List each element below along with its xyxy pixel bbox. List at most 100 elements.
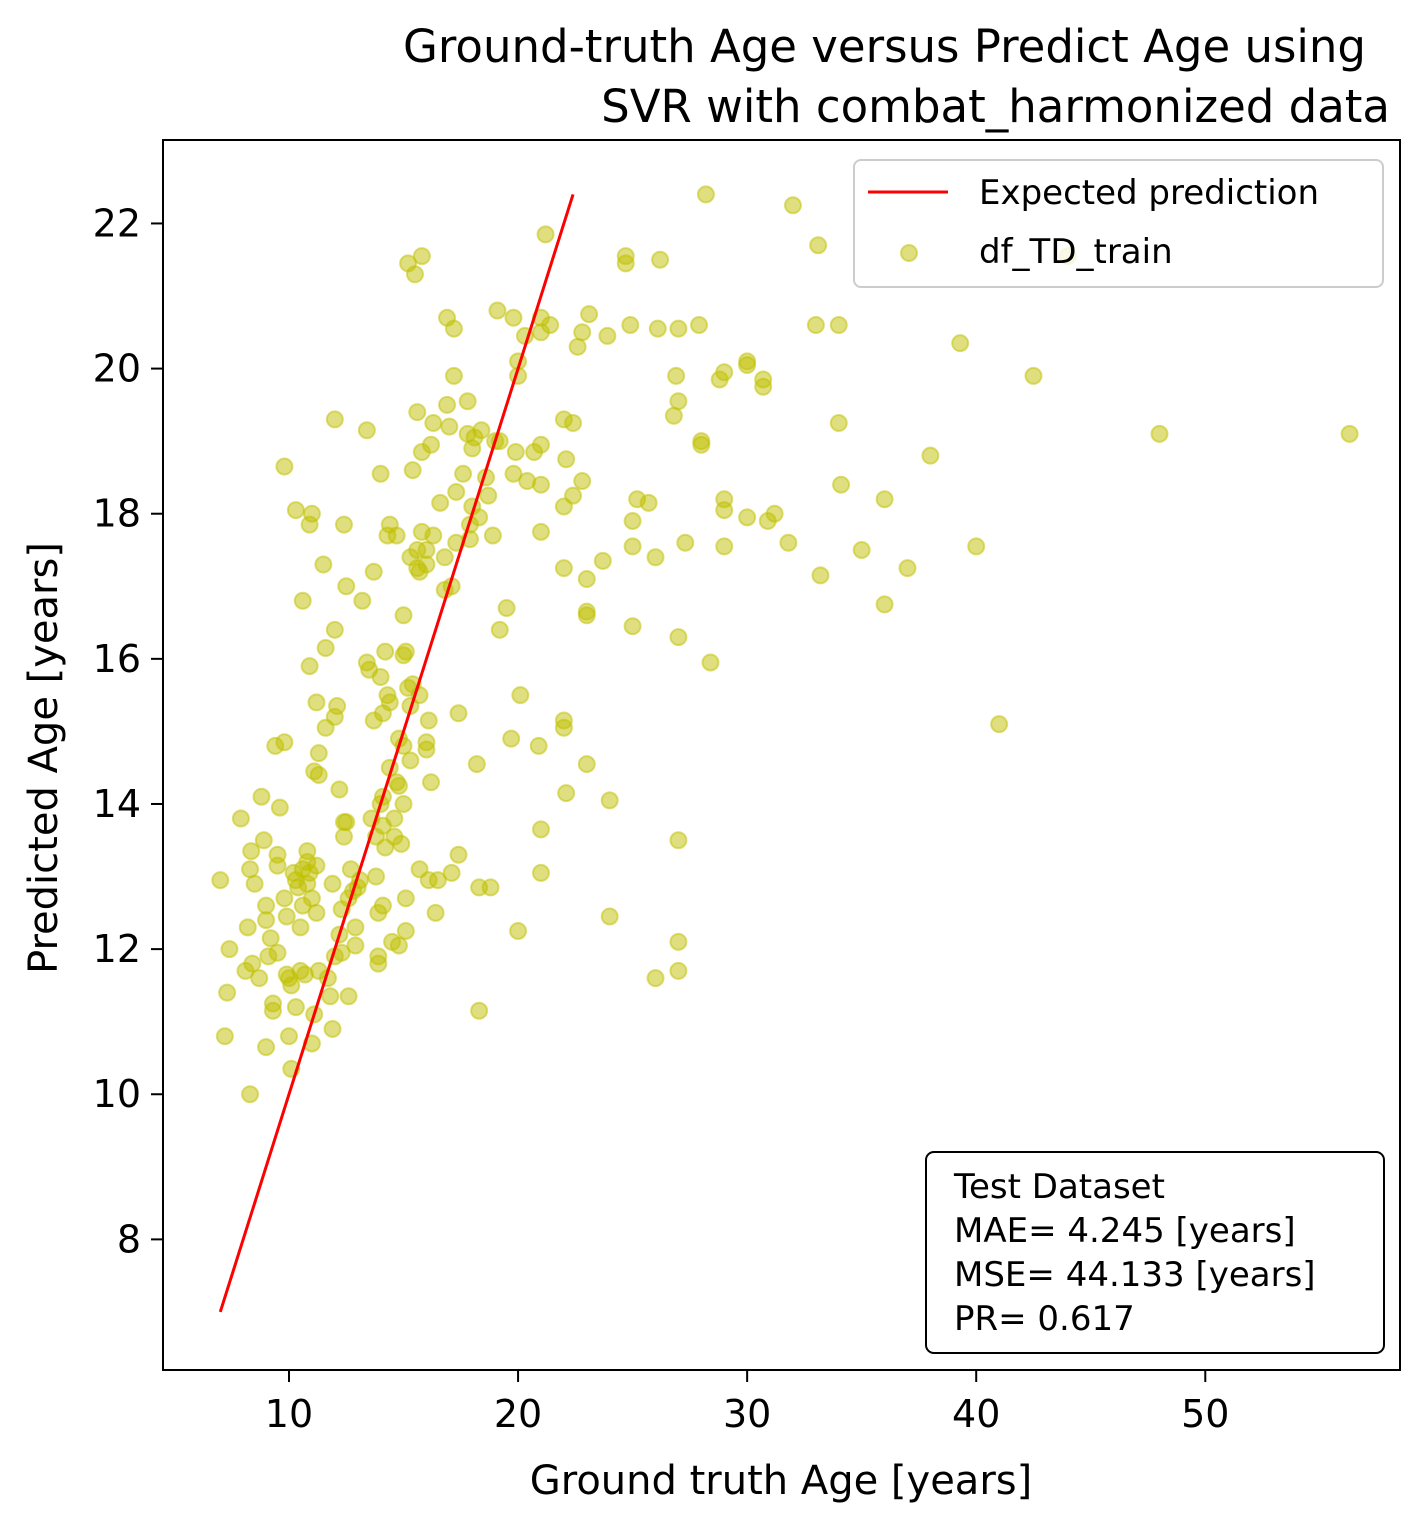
data-point	[806, 316, 825, 335]
y-tick-label: 22	[93, 201, 141, 245]
data-point	[408, 403, 427, 422]
data-point	[392, 834, 411, 853]
data-point	[531, 863, 550, 882]
data-point	[307, 693, 326, 712]
data-point	[371, 667, 390, 686]
data-point	[504, 308, 523, 327]
data-point	[339, 987, 358, 1006]
data-point	[238, 918, 257, 937]
data-point	[454, 464, 473, 483]
legend: Expected prediction df_TD_train	[853, 159, 1384, 288]
data-point	[506, 443, 525, 462]
data-point	[573, 472, 592, 491]
data-point	[307, 856, 326, 875]
data-point	[623, 617, 642, 636]
data-point	[669, 392, 688, 411]
data-point	[598, 326, 617, 345]
data-point	[458, 392, 477, 411]
scatter-points	[211, 185, 1359, 1104]
data-point	[422, 435, 441, 454]
data-point	[277, 907, 296, 926]
data-point	[554, 718, 573, 737]
data-point	[300, 657, 319, 676]
data-point	[483, 526, 502, 545]
data-point	[829, 316, 848, 335]
y-tick-label: 12	[93, 927, 141, 971]
stats-box-frame	[925, 1151, 1385, 1354]
data-point	[314, 555, 333, 574]
data-point	[396, 889, 415, 908]
data-point	[669, 831, 688, 850]
x-tick-label: 50	[1181, 1392, 1229, 1436]
data-point	[389, 936, 408, 955]
data-point	[369, 954, 388, 973]
data-point	[334, 515, 353, 534]
data-point	[270, 798, 289, 817]
data-point	[667, 366, 686, 385]
data-point	[316, 638, 335, 657]
data-point	[621, 316, 640, 335]
data-point	[325, 620, 344, 639]
legend-frame	[853, 159, 1384, 288]
stats-mae: MAE= 4.245 [years]	[954, 1211, 1296, 1251]
data-point	[220, 940, 239, 959]
data-point	[738, 355, 757, 374]
data-point	[309, 744, 328, 763]
data-point	[875, 595, 894, 614]
data-point	[577, 570, 596, 589]
data-point	[323, 1019, 342, 1038]
data-point	[307, 903, 326, 922]
y-axis: 8 10 12 14 16 18 20 22	[93, 201, 163, 1261]
data-point	[419, 711, 438, 730]
x-tick-label: 20	[494, 1392, 542, 1436]
data-point	[898, 559, 917, 578]
data-point	[564, 486, 583, 505]
data-point	[481, 878, 500, 897]
data-point	[291, 918, 310, 937]
data-point	[573, 323, 592, 342]
data-point	[286, 998, 305, 1017]
data-point	[990, 715, 1009, 734]
data-point	[286, 501, 305, 520]
data-point	[243, 954, 262, 973]
data-point	[252, 787, 271, 806]
data-point	[241, 1085, 260, 1104]
data-point	[651, 250, 670, 269]
data-point	[669, 628, 688, 647]
data-point	[951, 334, 970, 353]
data-point	[472, 421, 491, 440]
data-point	[967, 537, 986, 556]
data-point	[488, 301, 507, 320]
data-point	[385, 809, 404, 828]
legend-label-series: df_TD_train	[979, 232, 1173, 272]
chart-title-line-1: Ground-truth Age versus Predict Age usin…	[403, 20, 1366, 73]
data-point	[435, 548, 454, 567]
data-point	[250, 969, 269, 988]
data-point	[367, 867, 386, 886]
data-point	[531, 435, 550, 454]
data-point	[417, 740, 436, 759]
data-point	[536, 225, 555, 244]
data-point	[765, 504, 784, 523]
data-point	[738, 508, 757, 527]
data-point	[401, 751, 420, 770]
data-point	[444, 366, 463, 385]
data-point	[263, 1001, 282, 1020]
data-point	[646, 969, 665, 988]
x-tick-label: 30	[723, 1392, 771, 1436]
data-point	[444, 319, 463, 338]
data-point	[325, 410, 344, 429]
data-point	[268, 856, 287, 875]
plot-frame	[162, 139, 1401, 1371]
data-point	[424, 526, 443, 545]
data-point	[497, 599, 516, 618]
data-point	[447, 482, 466, 501]
data-point	[218, 983, 237, 1002]
data-point	[394, 606, 413, 625]
data-point	[1340, 424, 1359, 443]
data-point	[211, 871, 230, 890]
x-tick-label: 10	[265, 1392, 313, 1436]
data-point	[275, 457, 294, 476]
data-point	[623, 511, 642, 530]
y-tick-label: 20	[93, 347, 141, 391]
